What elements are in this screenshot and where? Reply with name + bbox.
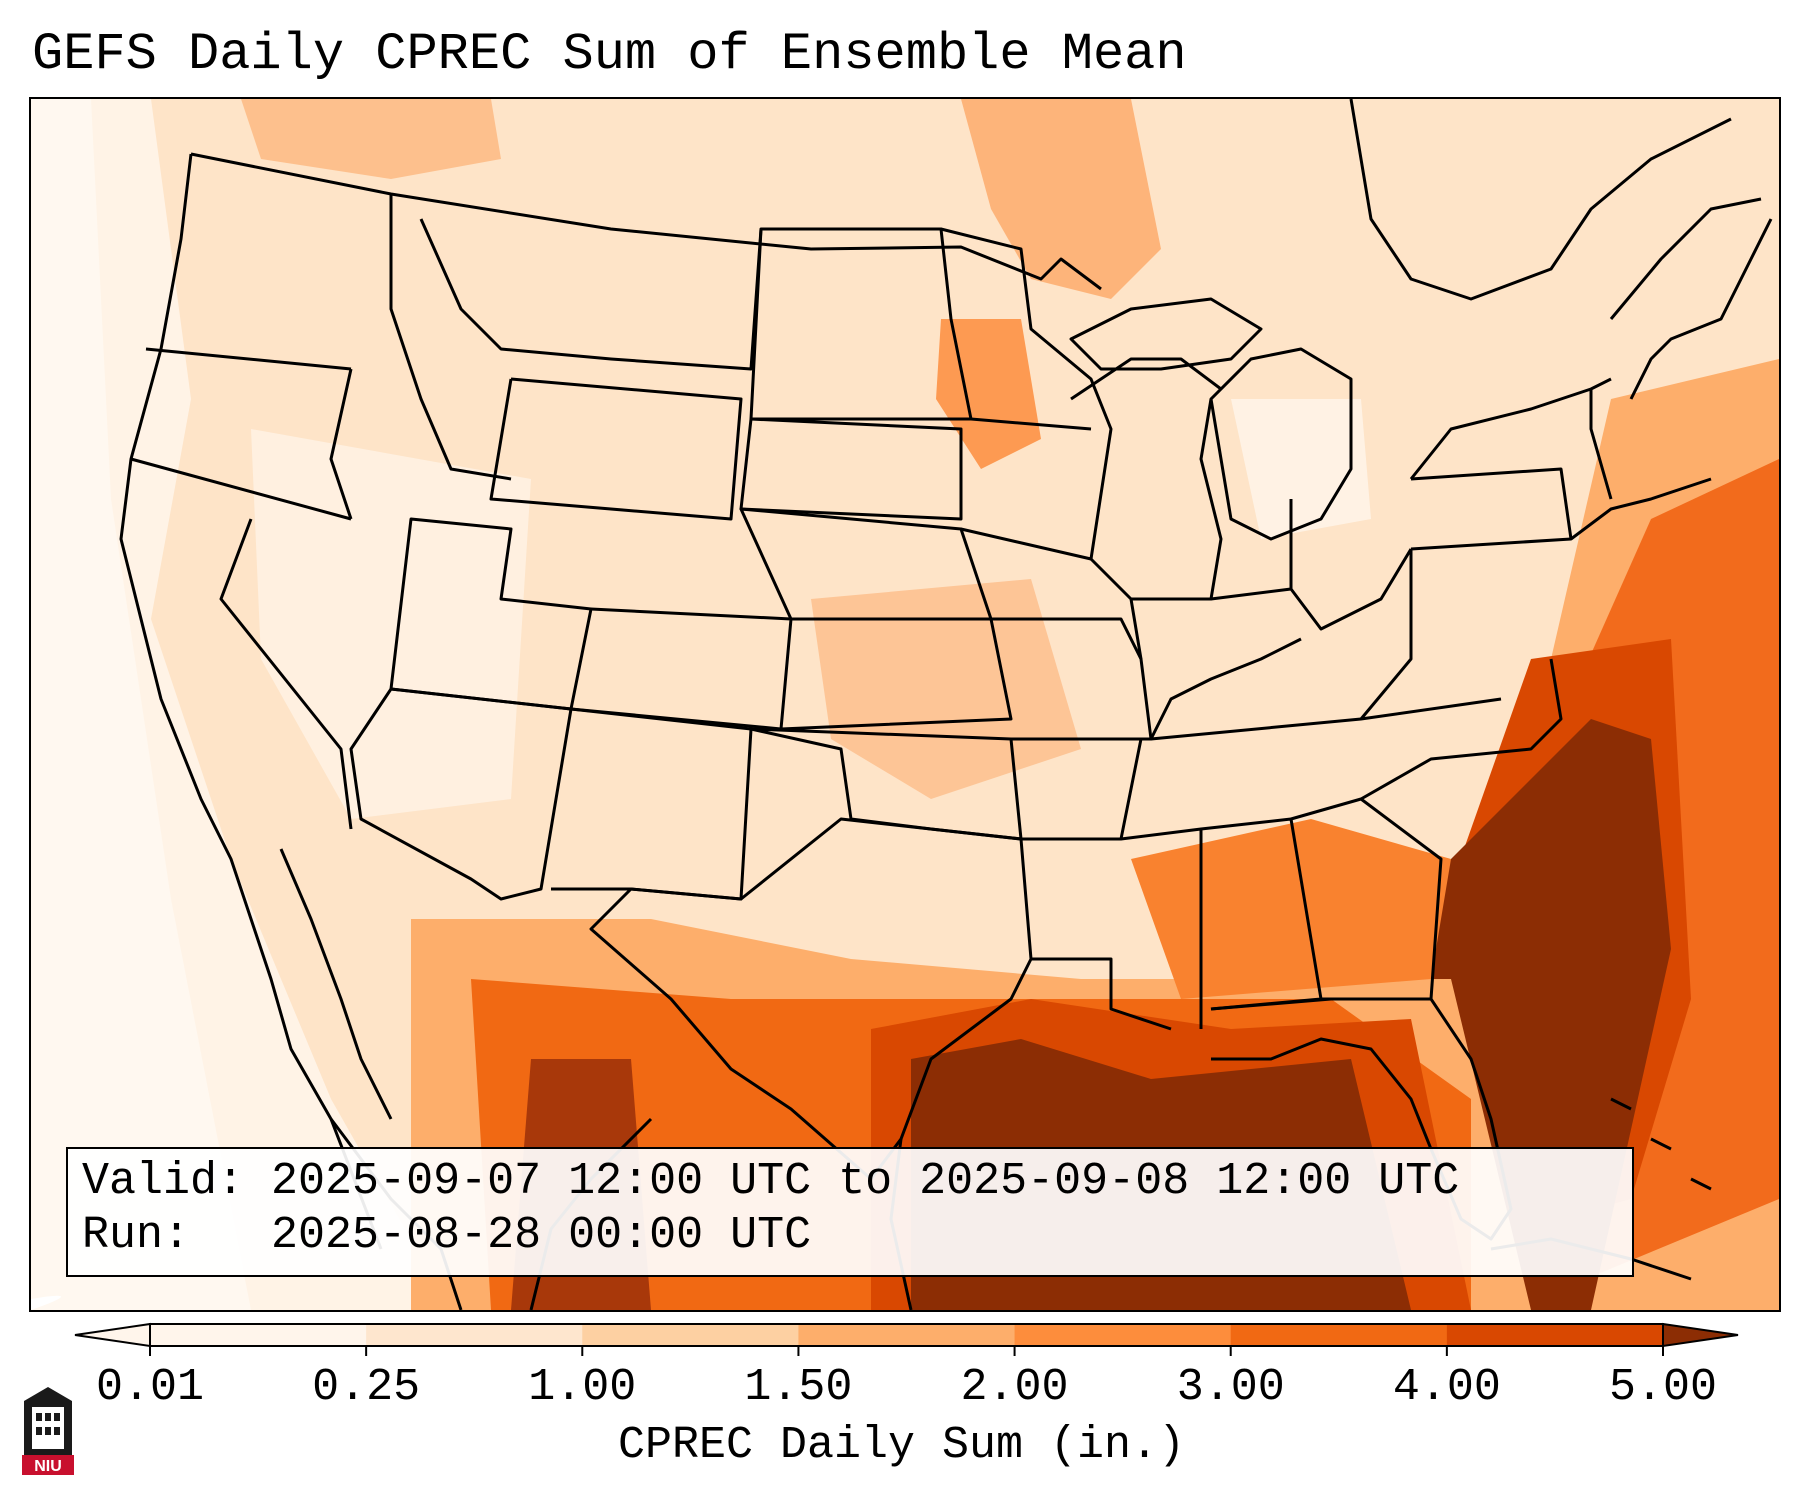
colorbar <box>74 1322 1739 1356</box>
michigan-light <box>1231 399 1371 539</box>
colorbar-tick-label: 4.00 <box>1392 1362 1501 1413</box>
chart-title: GEFS Daily CPREC Sum of Ensemble Mean <box>32 25 1187 84</box>
colorbar-segment <box>1446 1324 1664 1346</box>
run-label: Run: <box>82 1210 191 1261</box>
colorbar-tick-label: 3.00 <box>1176 1362 1285 1413</box>
colorbar-extend-min <box>74 1322 151 1348</box>
logo-text: NIU <box>34 1458 62 1475</box>
st-lawrence <box>1349 99 1732 301</box>
valid-run-info-box: Valid: 2025-09-07 12:00 UTC to 2025-09-0… <box>66 1147 1634 1277</box>
colorbar-segment <box>150 1324 367 1346</box>
colorbar-ticks <box>149 1346 1664 1356</box>
plains-orange-region <box>811 579 1081 799</box>
us-canada-border <box>190 152 1102 291</box>
colorbar-segment <box>582 1324 799 1346</box>
niu-logo: NIU <box>22 1387 74 1475</box>
state-boundaries <box>119 99 1773 1310</box>
lake-superior <box>1069 297 1263 371</box>
colorbar-tick-label: 0.01 <box>95 1362 205 1413</box>
map-canvas <box>31 99 1779 1310</box>
colorbar-segment <box>366 1324 583 1346</box>
projection-corner <box>31 1295 61 1310</box>
bc-orange-region <box>241 99 501 179</box>
colorbar-segments <box>74 1322 1739 1348</box>
valid-label: Valid: <box>82 1156 245 1207</box>
baja-peninsula <box>279 848 393 1120</box>
colorbar-segment <box>1230 1324 1448 1346</box>
michigan-outline <box>1209 347 1353 541</box>
colorbar-tick-label: 1.00 <box>528 1362 637 1413</box>
colorbar-tick-label: 0.25 <box>312 1362 421 1413</box>
precipitation-map[interactable] <box>29 97 1781 1312</box>
great-basin-light <box>251 429 531 819</box>
colorbar-segment <box>1014 1324 1232 1346</box>
carolina-coast <box>1360 658 1563 801</box>
canada-orange-region <box>961 99 1161 299</box>
logo-banner <box>22 1455 74 1475</box>
colorbar-tick-label: 1.50 <box>744 1362 853 1413</box>
colorbar-extend-max <box>1662 1322 1739 1348</box>
maine-coast <box>1629 218 1773 400</box>
colorbar-tick-label: 5.00 <box>1608 1362 1718 1413</box>
pacific-lightest-region <box>31 99 251 1310</box>
southeast-orange <box>1131 819 1451 999</box>
colorbar-outline <box>149 1323 1664 1347</box>
valid-time-range: 2025-09-07 12:00 UTC to 2025-09-08 12:00… <box>271 1156 1460 1207</box>
colorbar-label: CPREC Daily Sum (in.) <box>617 1420 1186 1471</box>
colorbar-segment <box>798 1324 1016 1346</box>
colorbar-tick-label: 2.00 <box>960 1362 1069 1413</box>
run-time: 2025-08-28 00:00 UTC <box>271 1210 812 1261</box>
